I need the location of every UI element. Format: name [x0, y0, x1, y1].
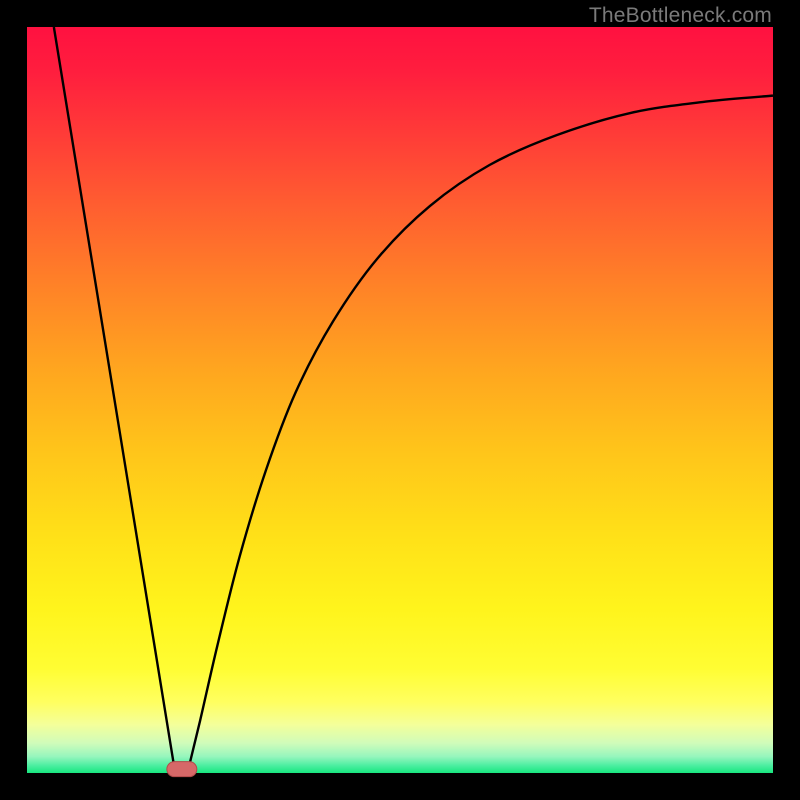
chart-frame: TheBottleneck.com — [0, 0, 800, 800]
min-marker — [166, 761, 197, 777]
watermark-text: TheBottleneck.com — [589, 4, 772, 28]
response-curve — [54, 27, 773, 770]
curve-layer — [27, 27, 773, 773]
plot-area — [27, 27, 773, 773]
